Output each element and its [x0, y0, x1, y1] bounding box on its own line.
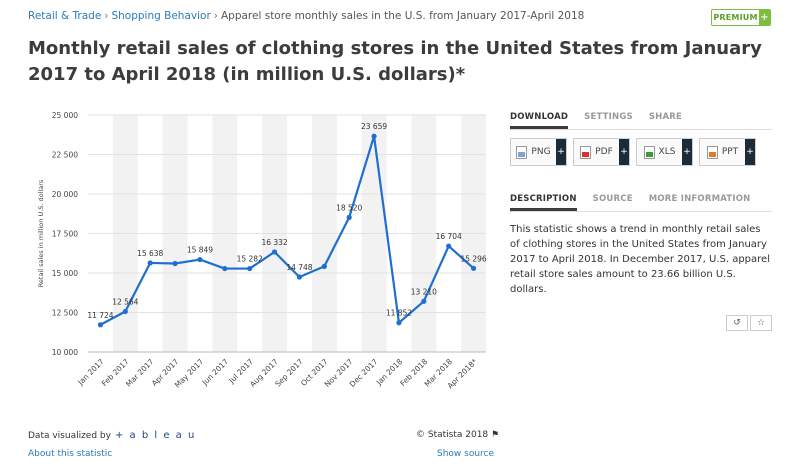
- flag-icon[interactable]: ⚑: [491, 430, 500, 440]
- page-title: Monthly retail sales of clothing stores …: [28, 38, 762, 85]
- tab-settings[interactable]: SETTINGS: [584, 112, 633, 122]
- copyright: © Statista 2018 ⚑: [416, 430, 499, 440]
- about-statistic-link[interactable]: About this statistic: [28, 449, 113, 459]
- y-tick-label: 10 000: [52, 348, 78, 357]
- data-point: [97, 322, 104, 328]
- data-point: [371, 133, 377, 139]
- pdf-file-icon: [580, 145, 592, 159]
- x-tick-label: Jun 2017: [200, 357, 231, 388]
- download-ppt-label: PPT: [721, 147, 739, 157]
- data-point: [346, 214, 352, 220]
- description-text: This statistic shows a trend in monthly …: [510, 224, 770, 295]
- plus-icon: +: [619, 139, 629, 165]
- png-file-icon: [516, 145, 528, 159]
- line-chart: 10 000 12 500 15 000 17 500 20 000 22 500 25 0…: [37, 111, 487, 390]
- data-point: [172, 260, 178, 267]
- data-point: [421, 298, 427, 304]
- tab-download[interactable]: DOWNLOAD: [510, 104, 569, 129]
- chart-container: 10 000 12 500 15 000 17 500 20 000 22 500 25 0…: [0, 100, 500, 404]
- tab-more-information[interactable]: MORE INFORMATION: [648, 194, 751, 204]
- data-point: [470, 265, 477, 271]
- xls-file-icon: [643, 145, 655, 159]
- show-source-link[interactable]: Show source: [437, 449, 495, 459]
- data-visualized-by: Data visualized by + a b l e a u: [28, 430, 196, 441]
- breadcrumb-separator: ›: [104, 10, 109, 22]
- data-label: 18 520: [336, 203, 362, 212]
- tab-share[interactable]: SHARE: [648, 112, 682, 122]
- data-point: [296, 274, 303, 280]
- copyright-text: © Statista 2018: [416, 430, 489, 440]
- tab-description[interactable]: DESCRIPTION: [510, 186, 577, 211]
- download-xls-button[interactable]: XLS +: [636, 138, 693, 166]
- data-label: 11 724: [87, 311, 113, 320]
- data-point: [147, 260, 153, 266]
- breadcrumb-link-retail-trade[interactable]: Retail & Trade: [28, 10, 102, 22]
- data-point: [321, 263, 327, 269]
- download-tabs: DOWNLOAD SETTINGS SHARE: [510, 104, 772, 130]
- download-ppt-button[interactable]: PPT +: [699, 138, 756, 166]
- tableau-logo: + a b l e a u: [115, 430, 196, 441]
- data-label: 15 638: [137, 249, 163, 258]
- data-label: 12 564: [112, 297, 138, 306]
- plus-icon: +: [682, 139, 692, 165]
- breadcrumb-link-shopping-behavior[interactable]: Shopping Behavior: [111, 10, 211, 22]
- data-visualized-label: Data visualized by: [28, 430, 111, 441]
- download-png-button[interactable]: PNG +: [510, 138, 567, 166]
- tab-source[interactable]: SOURCE: [592, 194, 633, 204]
- data-label: 13 210: [411, 287, 437, 296]
- star-icon[interactable]: ☆: [750, 315, 772, 331]
- tableau-wordmark: + a b l e a u: [114, 430, 196, 441]
- data-point: [446, 243, 452, 249]
- breadcrumb-separator: ›: [213, 10, 218, 22]
- data-label: 11 852: [386, 309, 412, 318]
- y-tick-label: 20 000: [52, 190, 78, 199]
- data-point: [247, 265, 253, 272]
- panel-icon-buttons: ↺ ☆: [510, 315, 772, 331]
- data-point: [197, 256, 203, 263]
- download-png-label: PNG: [531, 147, 551, 157]
- series-line: [99, 135, 475, 326]
- data-point: [222, 265, 228, 272]
- breadcrumb-current: Apparel store monthly sales in the U.S. …: [220, 10, 585, 22]
- y-axis-label: Retail sales in million U.S. dollars: [37, 179, 45, 287]
- download-pdf-button[interactable]: PDF +: [573, 138, 630, 166]
- data-point: [122, 308, 128, 315]
- data-label: 14 748: [286, 263, 312, 272]
- premium-label: PREMIUM: [713, 13, 758, 22]
- plus-icon: +: [759, 10, 770, 25]
- y-tick-label: 15 000: [52, 269, 78, 278]
- premium-button[interactable]: PREMIUM +: [711, 9, 771, 26]
- ppt-file-icon: [706, 145, 718, 159]
- download-xls-label: XLS: [658, 147, 676, 157]
- side-panel: DOWNLOAD SETTINGS SHARE PNG + PDF + XLS …: [510, 104, 772, 331]
- data-point: [271, 249, 278, 255]
- plus-icon: +: [556, 139, 566, 165]
- reset-icon[interactable]: ↺: [726, 315, 748, 331]
- data-label: 15 296: [460, 254, 486, 263]
- y-tick-label: 25 000: [52, 111, 78, 120]
- plus-icon: +: [745, 139, 755, 165]
- breadcrumb: Retail & Trade › Shopping Behavior › Apparel…: [28, 10, 584, 22]
- y-tick-label: 17 500: [52, 230, 78, 239]
- y-tick-label: 12 500: [52, 309, 78, 318]
- data-label: 23 659: [361, 122, 387, 131]
- data-label: 16 704: [436, 232, 462, 241]
- download-pdf-label: PDF: [595, 147, 613, 157]
- data-point: [396, 320, 402, 326]
- data-label: 16 332: [261, 238, 287, 247]
- info-tabs: DESCRIPTION SOURCE MORE INFORMATION: [510, 186, 772, 212]
- data-label: 15 282: [237, 255, 263, 264]
- y-tick-label: 22 500: [52, 151, 78, 160]
- data-label: 15 849: [187, 246, 213, 255]
- download-buttons: PNG + PDF + XLS + PPT +: [510, 138, 772, 166]
